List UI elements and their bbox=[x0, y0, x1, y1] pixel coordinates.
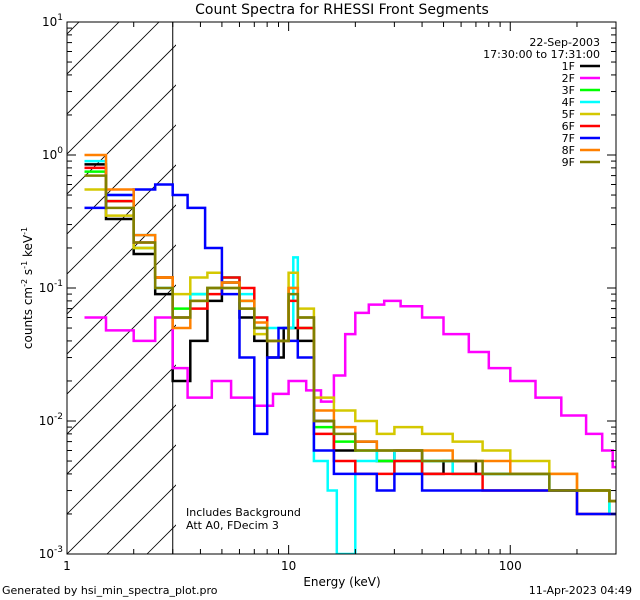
excluded-range-hatch bbox=[0, 0, 176, 554]
y-tick-label: 101 bbox=[42, 13, 63, 29]
series-4F bbox=[84, 159, 616, 554]
annotation-background: Includes Background bbox=[186, 506, 301, 519]
x-axis-label: Energy (keV) bbox=[303, 575, 380, 589]
y-tick-label: 10-2 bbox=[39, 412, 63, 428]
hatch-line bbox=[67, 22, 160, 115]
x-tick-label: 100 bbox=[499, 559, 522, 573]
y-label-counts: counts cm bbox=[21, 287, 35, 349]
y-label-sup3: -1 bbox=[20, 227, 29, 235]
hatch-line bbox=[67, 44, 176, 155]
series-9F bbox=[84, 174, 616, 503]
y-tick-label: 100 bbox=[42, 146, 63, 162]
hatch-line bbox=[106, 484, 176, 554]
series-2F bbox=[84, 299, 616, 469]
hatch-line bbox=[67, 22, 120, 75]
footer-timestamp: 11-Apr-2023 04:49 bbox=[528, 584, 632, 597]
hatch-line bbox=[67, 244, 176, 355]
legend-label-1F: 1F bbox=[562, 60, 575, 73]
legend-label-5F: 5F bbox=[562, 108, 575, 121]
legend-label-9F: 9F bbox=[562, 156, 575, 169]
y-tick-label: 10-1 bbox=[39, 279, 63, 295]
x-tick-label: 10 bbox=[281, 559, 296, 573]
hatch-line bbox=[67, 84, 176, 195]
time-range-label: 17:30:00 to 17:31:00 bbox=[483, 48, 600, 61]
legend-label-6F: 6F bbox=[562, 120, 575, 133]
annotation-attenuator: Att A0, FDecim 3 bbox=[186, 519, 279, 532]
legend-label-2F: 2F bbox=[562, 72, 575, 85]
y-tick-label: 10-3 bbox=[39, 545, 63, 561]
series-3F bbox=[84, 170, 616, 516]
series-8F bbox=[84, 153, 616, 503]
y-axis-label: counts cm-2 s-1 keV-1 bbox=[20, 227, 35, 349]
hatch-line bbox=[0, 0, 107, 554]
legend-label-7F: 7F bbox=[562, 132, 575, 145]
hatch-line bbox=[67, 204, 176, 315]
legend-label-3F: 3F bbox=[562, 84, 575, 97]
hatch-line bbox=[67, 404, 176, 515]
x-tick-label: 1 bbox=[63, 559, 71, 573]
series-7F bbox=[84, 183, 616, 516]
y-label-sup2: -1 bbox=[20, 261, 29, 269]
hatch-line bbox=[67, 324, 176, 435]
hatch-line bbox=[67, 444, 176, 554]
axes-layer: 1 10 100 10-3 10-2 10-1 100 101 bbox=[39, 13, 617, 573]
series-1F bbox=[84, 163, 616, 503]
hatch-line bbox=[67, 164, 176, 275]
y-label-sup1: -2 bbox=[20, 279, 29, 287]
y-label-s: s bbox=[21, 269, 35, 279]
legend-label-4F: 4F bbox=[562, 96, 575, 109]
legend-label-8F: 8F bbox=[562, 144, 575, 157]
date-label: 22-Sep-2003 bbox=[529, 36, 600, 49]
footer-generated-by: Generated by hsi_min_spectra_plot.pro bbox=[2, 584, 218, 597]
series-5F bbox=[84, 188, 616, 503]
hatch-line bbox=[67, 284, 176, 395]
hatch-line bbox=[67, 364, 176, 475]
series-layer bbox=[84, 153, 616, 554]
y-label-kev: keV bbox=[21, 234, 35, 261]
chart-title: Count Spectra for RHESSI Front Segments bbox=[195, 2, 489, 18]
